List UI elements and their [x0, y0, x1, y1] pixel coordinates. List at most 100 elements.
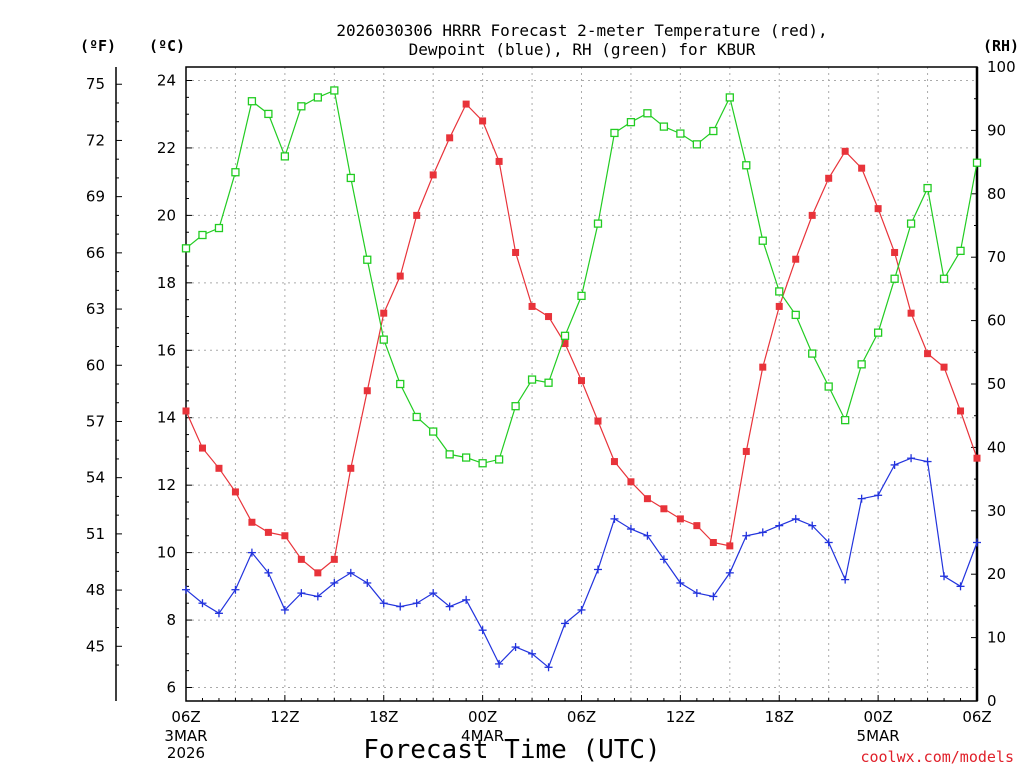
- dewpoint-point: [907, 454, 916, 463]
- dewpoint-point: [956, 582, 965, 591]
- temperature-point: [594, 417, 602, 425]
- dewpoint-point: [593, 565, 602, 574]
- fahrenheit-tick-label: 48: [86, 581, 105, 599]
- celsius-tick-label: 12: [157, 476, 176, 494]
- rh-tick-label: 70: [987, 248, 1006, 266]
- dewpoint-point: [824, 538, 833, 547]
- axis-ticks: 6 8 10 12 14 16 18 20 22 24 45 48 51 54 57 60 63 66 69 72 75…: [86, 58, 1016, 762]
- dewpoint-point: [742, 531, 751, 540]
- temperature-point: [446, 134, 454, 142]
- celsius-tick-label: 8: [166, 611, 176, 629]
- temperature-point: [182, 407, 190, 415]
- rh-point: [527, 375, 537, 384]
- dewpoint-point: [346, 568, 355, 577]
- temperature-point: [825, 174, 833, 182]
- temperature-point: [462, 100, 470, 108]
- rh-point: [791, 310, 800, 320]
- temperature-point: [742, 447, 750, 455]
- dewpoint-point: [676, 578, 685, 587]
- temperature-point: [676, 515, 684, 523]
- temperature-point: [627, 478, 635, 486]
- rh-tick-label: 10: [987, 629, 1006, 647]
- rh-point: [560, 331, 570, 340]
- temperature-point: [660, 505, 668, 513]
- rh-point: [873, 328, 883, 337]
- temperature-point: [874, 205, 882, 213]
- fahrenheit-tick-label: 69: [86, 188, 105, 206]
- rh-point: [313, 93, 322, 102]
- rh-point: [824, 382, 833, 391]
- dewpoint-point: [791, 514, 800, 523]
- celsius-tick-label: 24: [157, 71, 176, 89]
- fahrenheit-tick-label: 60: [86, 356, 105, 374]
- rh-point: [923, 183, 932, 193]
- rh-point: [890, 274, 899, 283]
- dewpoint-point: [890, 460, 899, 469]
- rh-point: [841, 415, 850, 425]
- temperature-point: [264, 528, 272, 536]
- rh-tick-label: 30: [987, 502, 1006, 520]
- rh-tick-label: 100: [987, 58, 1016, 76]
- rh-tick-label: 80: [987, 185, 1006, 203]
- x-tick-label: 00Z: [468, 708, 497, 726]
- temperature-point: [610, 458, 618, 466]
- rh-point: [231, 168, 240, 177]
- temperature-point: [693, 522, 701, 530]
- celsius-tick-label: 18: [157, 274, 176, 292]
- rh-point: [857, 360, 866, 369]
- dewpoint-point: [214, 609, 223, 618]
- temperature-point: [396, 272, 404, 280]
- fahrenheit-tick-label: 45: [86, 637, 105, 655]
- dewpoint-point: [692, 589, 701, 598]
- temperature-point: [330, 555, 338, 563]
- fahrenheit-tick-label: 63: [86, 300, 105, 318]
- temperature-point: [545, 313, 553, 321]
- rh-point: [181, 244, 191, 253]
- dewpoint-point: [857, 494, 866, 503]
- temperature-point: [858, 164, 866, 172]
- temperature-point: [248, 518, 256, 526]
- dewpoint-point: [330, 578, 339, 587]
- x-date-label: 5MAR: [857, 727, 900, 745]
- temperature-point: [643, 495, 651, 503]
- dewpoint-point: [412, 599, 421, 608]
- rh-point: [692, 140, 702, 149]
- temperature-point: [940, 363, 948, 371]
- rh-point: [626, 118, 636, 127]
- dewpoint-point: [198, 599, 207, 608]
- rh-tick-label: 50: [987, 375, 1006, 393]
- temperature-point: [973, 454, 981, 462]
- temperature-point: [792, 255, 800, 263]
- rh-point: [396, 379, 405, 389]
- fahrenheit-unit-label: (ºF): [80, 37, 116, 55]
- temperature-point: [512, 248, 520, 256]
- rh-point: [610, 128, 619, 138]
- dewpoint-point: [445, 602, 454, 611]
- dewpoint-point: [808, 521, 817, 530]
- rh-point: [280, 152, 290, 161]
- temperature-point: [709, 539, 717, 546]
- temperature-point: [957, 407, 965, 415]
- rh-point: [379, 335, 388, 344]
- dewpoint-point: [528, 649, 537, 658]
- x-tick-label: 12Z: [270, 708, 299, 726]
- dewpoint-point: [643, 531, 652, 540]
- fahrenheit-tick-label: 75: [86, 75, 105, 93]
- fahrenheit-tick-label: 51: [86, 525, 105, 543]
- temperature-point: [841, 147, 849, 155]
- temperature-point: [528, 302, 536, 310]
- rh-tick-label: 60: [987, 312, 1006, 330]
- credit-label: coolwx.com/models: [860, 748, 1014, 766]
- rh-point: [544, 378, 553, 387]
- rh-point: [725, 93, 734, 102]
- temperature-point: [775, 302, 783, 310]
- dewpoint-point: [280, 605, 289, 614]
- rh-point: [676, 129, 685, 138]
- dewpoint-point: [313, 592, 322, 601]
- celsius-tick-label: 22: [157, 139, 176, 157]
- temperature-point: [759, 363, 767, 371]
- chart-title-line-2: Dewpoint (blue), RH (green) for KBUR: [409, 40, 756, 59]
- rh-point: [198, 230, 207, 240]
- temperature-point: [891, 248, 899, 256]
